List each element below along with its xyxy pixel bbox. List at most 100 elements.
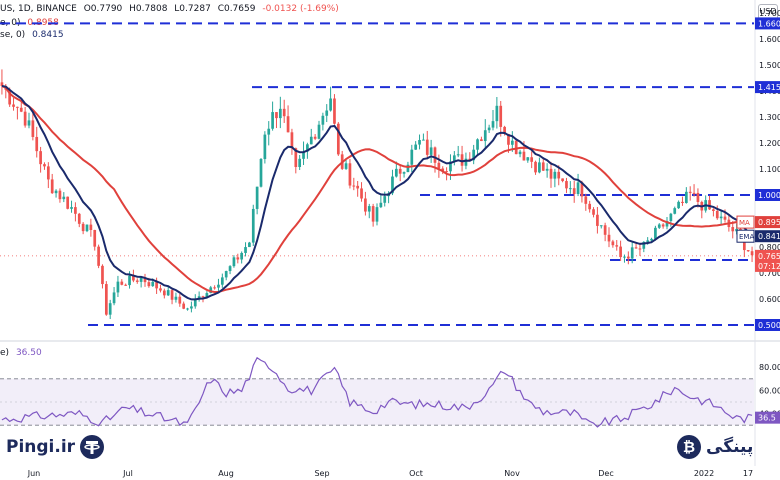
candle-body [321, 115, 325, 125]
ema-legend-label: se, 0) [0, 30, 26, 40]
candle-body [445, 171, 448, 173]
candle-body [619, 246, 622, 258]
ema-line [1, 85, 753, 301]
countdown-tag: 07:12 [758, 262, 780, 271]
candle-body [236, 257, 240, 260]
candle-body [684, 191, 688, 203]
candle-body [66, 196, 70, 209]
candle-body [623, 256, 626, 258]
candle-body [364, 198, 367, 212]
candle-body [657, 224, 661, 228]
candle-body [174, 296, 178, 300]
candle-body [398, 168, 402, 174]
symbol-label[interactable]: US, 1D, BINANCE [0, 4, 77, 14]
candle-body [224, 271, 228, 278]
candle-body [182, 303, 186, 309]
candle-body [209, 287, 213, 294]
level-label: 1.660 [758, 19, 780, 28]
candle-body [360, 188, 363, 199]
candle-body [290, 132, 294, 149]
candle-body [468, 158, 472, 161]
candle-body [580, 182, 584, 197]
candle-body [35, 136, 39, 152]
candle-body [232, 257, 236, 267]
candle-body [31, 120, 35, 137]
ema-legend[interactable]: se, 0) 0.8415 [0, 30, 64, 40]
candle-body [135, 280, 139, 282]
ma-value-tag: 0.895 [758, 218, 780, 227]
candle-body [592, 209, 595, 215]
candle-body [259, 159, 263, 187]
time-tick-label: Jul [122, 469, 133, 478]
candle-body [638, 248, 642, 250]
candle-body [16, 106, 19, 108]
candle-body [162, 290, 166, 296]
watermark-right: ₿ پینگی [676, 434, 753, 460]
open-value: O0.7790 [83, 4, 123, 14]
price-tick-label: 0.600 [759, 295, 780, 304]
candle-body [456, 154, 460, 156]
candle-body [302, 151, 305, 159]
time-tick-label: 2022 [694, 469, 714, 478]
candle-body [8, 89, 12, 105]
bitcoin-icon: ₿ [677, 435, 701, 459]
candle-body [534, 161, 537, 173]
rsi-legend[interactable]: e) 36.50 [0, 348, 42, 358]
rsi-legend-value: 36.50 [15, 348, 42, 358]
candle-body [480, 139, 483, 142]
time-tick-label: Dec [598, 469, 613, 478]
candle-body [81, 223, 85, 232]
candle-body [101, 265, 104, 285]
candle-body [665, 221, 669, 227]
time-tick-label: Nov [504, 469, 520, 478]
candle-body [746, 250, 750, 252]
candle-body [646, 240, 650, 242]
candle-body [402, 172, 406, 174]
candle-body [197, 296, 201, 300]
candle-body [483, 130, 487, 142]
candle-body [271, 112, 274, 129]
candle-body [449, 161, 452, 172]
candle-body [108, 303, 112, 315]
time-tick-label: Oct [409, 469, 423, 478]
candle-body [750, 251, 754, 256]
candle-body [654, 227, 657, 239]
ma-name-tag: MA [739, 219, 750, 227]
level-label: 0.500 [758, 321, 780, 330]
candle-body [128, 275, 131, 286]
candle-body [425, 139, 429, 155]
candle-body [282, 108, 286, 117]
rsi-tick-label: 80.00 [759, 363, 780, 372]
candle-body [723, 216, 727, 220]
time-tick-label: Aug [218, 469, 234, 478]
candle-body [267, 128, 271, 135]
ma-legend[interactable]: e, 0) 0.8958 [0, 18, 59, 28]
watermark-right-text: پینگی [706, 437, 754, 457]
candle-body [565, 181, 568, 189]
candle-body [193, 299, 197, 307]
candle-body [379, 202, 383, 208]
candle-body [661, 224, 665, 227]
candle-body [23, 111, 27, 126]
candle-body [615, 245, 619, 247]
candle-body [294, 148, 298, 168]
candle-body [596, 214, 599, 226]
candle-body [143, 277, 147, 283]
candle-body [62, 196, 66, 200]
ohlc-header: US, 1D, BINANCE O0.7790 H0.7808 L0.7287 … [0, 4, 339, 14]
candle-body [518, 151, 522, 155]
candle-body [611, 241, 615, 246]
tether-icon [80, 435, 105, 459]
ema-value-tag-bg [755, 230, 780, 243]
price-tick-label: 1.200 [759, 139, 780, 148]
rsi-tick-label: 60.00 [759, 386, 780, 395]
candle-body [93, 229, 97, 247]
candle-body [89, 224, 93, 230]
candle-body [50, 179, 54, 194]
rsi-value-tag: 36.5 [758, 414, 776, 423]
candle-body [58, 190, 62, 200]
low-value: L0.7287 [174, 4, 211, 14]
candle-body [731, 227, 735, 232]
candle-body [696, 192, 700, 202]
